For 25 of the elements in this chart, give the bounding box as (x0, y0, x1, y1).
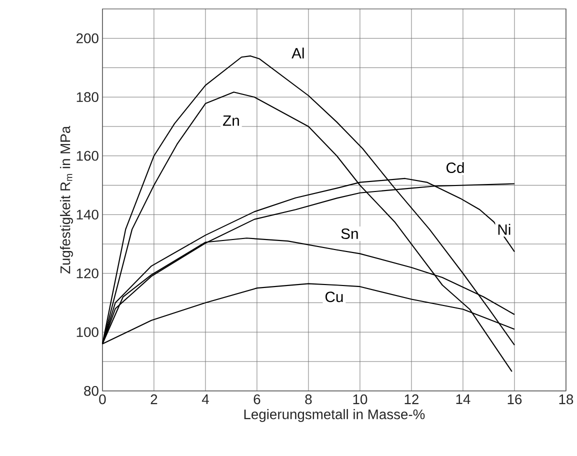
series-label: Ni (498, 224, 510, 235)
x-tick-label: 0 (99, 394, 106, 404)
x-tick-label: 18 (559, 394, 574, 404)
series-label: Al (292, 48, 304, 59)
y-tick-label: 80 (84, 386, 98, 396)
series-label: Cu (325, 292, 343, 302)
x-axis-title: Legierungsmetall in Masse-% (244, 409, 425, 422)
y-axis-title: Zugfestigkeit R$_{m}$ in MPa (60, 126, 73, 274)
y-tick-label: 100 (76, 327, 98, 338)
y-tick-label: 140 (76, 210, 98, 220)
x-tick-label: 6 (254, 394, 260, 404)
y-tick-label: 180 (76, 92, 98, 102)
series-label: Cd (446, 162, 464, 174)
x-tick-label: 4 (202, 394, 209, 404)
x-tick-label: 14 (456, 394, 470, 404)
y-tick-label: 160 (76, 151, 98, 161)
series-label: Sn (341, 228, 358, 240)
x-tick-label: 10 (353, 394, 368, 404)
x-tick-label: 8 (305, 394, 312, 404)
x-tick-label: 12 (404, 394, 418, 404)
x-tick-label: 2 (150, 394, 158, 404)
y-tick-label: 200 (76, 34, 98, 44)
series-label: Zn (223, 116, 239, 126)
x-tick-label: 16 (508, 394, 522, 404)
y-tick-label: 120 (76, 268, 98, 279)
